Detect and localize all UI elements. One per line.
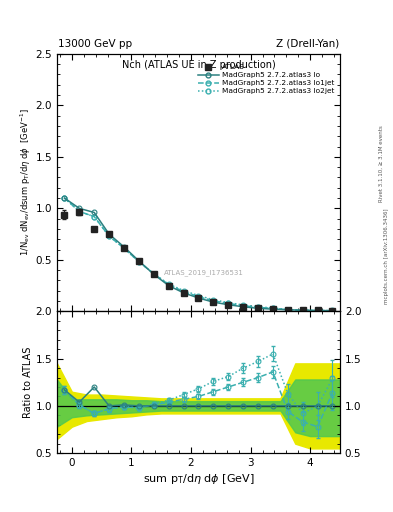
Y-axis label: Ratio to ATLAS: Ratio to ATLAS <box>23 347 33 418</box>
Text: Z (Drell-Yan): Z (Drell-Yan) <box>275 38 339 49</box>
Text: ATLAS_2019_I1736531: ATLAS_2019_I1736531 <box>164 269 244 276</box>
Text: Rivet 3.1.10, ≥ 3.1M events: Rivet 3.1.10, ≥ 3.1M events <box>379 125 384 202</box>
Text: 13000 GeV pp: 13000 GeV pp <box>58 38 132 49</box>
X-axis label: sum p$_{\rm T}$/d$\eta$ d$\phi$ [GeV]: sum p$_{\rm T}$/d$\eta$ d$\phi$ [GeV] <box>143 472 254 486</box>
Y-axis label: 1/N$_{\rm ev}$ dN$_{\rm ev}$/dsum p$_{\rm T}$/d$\eta$ d$\phi$  [GeV$^{-1}$]: 1/N$_{\rm ev}$ dN$_{\rm ev}$/dsum p$_{\r… <box>18 109 33 257</box>
Text: Nch (ATLAS UE in Z production): Nch (ATLAS UE in Z production) <box>121 60 275 70</box>
Legend: ATLAS, MadGraph5 2.7.2.atlas3 lo, MadGraph5 2.7.2.atlas3 lo1jet, MadGraph5 2.7.2: ATLAS, MadGraph5 2.7.2.atlas3 lo, MadGra… <box>196 62 336 96</box>
Text: mcplots.cern.ch [arXiv:1306.3436]: mcplots.cern.ch [arXiv:1306.3436] <box>384 208 389 304</box>
